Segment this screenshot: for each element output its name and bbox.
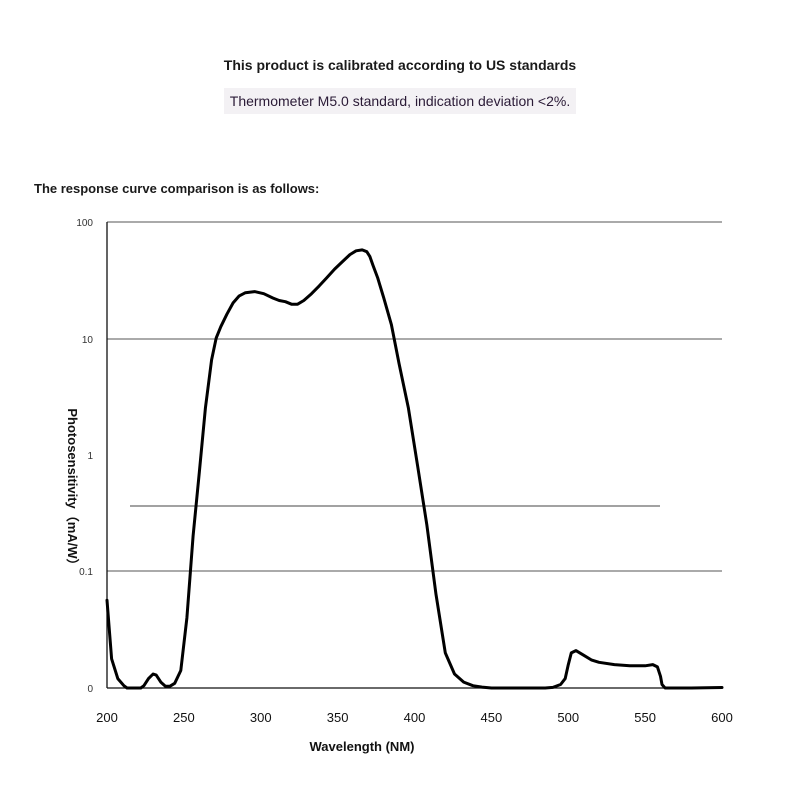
x-axis-label: Wavelength (NM) xyxy=(310,739,415,754)
y-tick-label: 10 xyxy=(82,335,94,346)
y-tick-label: 1 xyxy=(87,451,93,462)
calibration-statement: This product is calibrated according to … xyxy=(223,57,577,73)
x-tick-label: 350 xyxy=(327,710,349,725)
chart-intro-text: The response curve comparison is as foll… xyxy=(34,181,320,196)
y-axis-label: Photosensitivity（mA/W） xyxy=(65,408,80,571)
response-curve-line xyxy=(105,248,724,690)
y-tick-label: 0 xyxy=(87,684,93,695)
x-tick-label: 500 xyxy=(557,710,579,725)
standard-statement-wrapper: Thermometer M5.0 standard, indication de… xyxy=(0,88,800,114)
x-tick-labels: 200 250 300 350 400 450 500 550 600 xyxy=(96,710,733,725)
x-tick-label: 300 xyxy=(250,710,272,725)
x-tick-label: 600 xyxy=(711,710,733,725)
y-tick-label: 100 xyxy=(76,218,93,229)
x-tick-label: 550 xyxy=(634,710,656,725)
x-tick-label: 200 xyxy=(96,710,118,725)
x-tick-label: 450 xyxy=(481,710,503,725)
x-tick-label: 400 xyxy=(404,710,426,725)
x-tick-label: 250 xyxy=(173,710,195,725)
standard-statement: Thermometer M5.0 standard, indication de… xyxy=(223,88,577,114)
y-tick-label: 0.1 xyxy=(79,567,93,578)
grid-lines xyxy=(107,221,722,572)
y-tick-labels: 0 0.1 1 10 100 xyxy=(76,218,93,695)
